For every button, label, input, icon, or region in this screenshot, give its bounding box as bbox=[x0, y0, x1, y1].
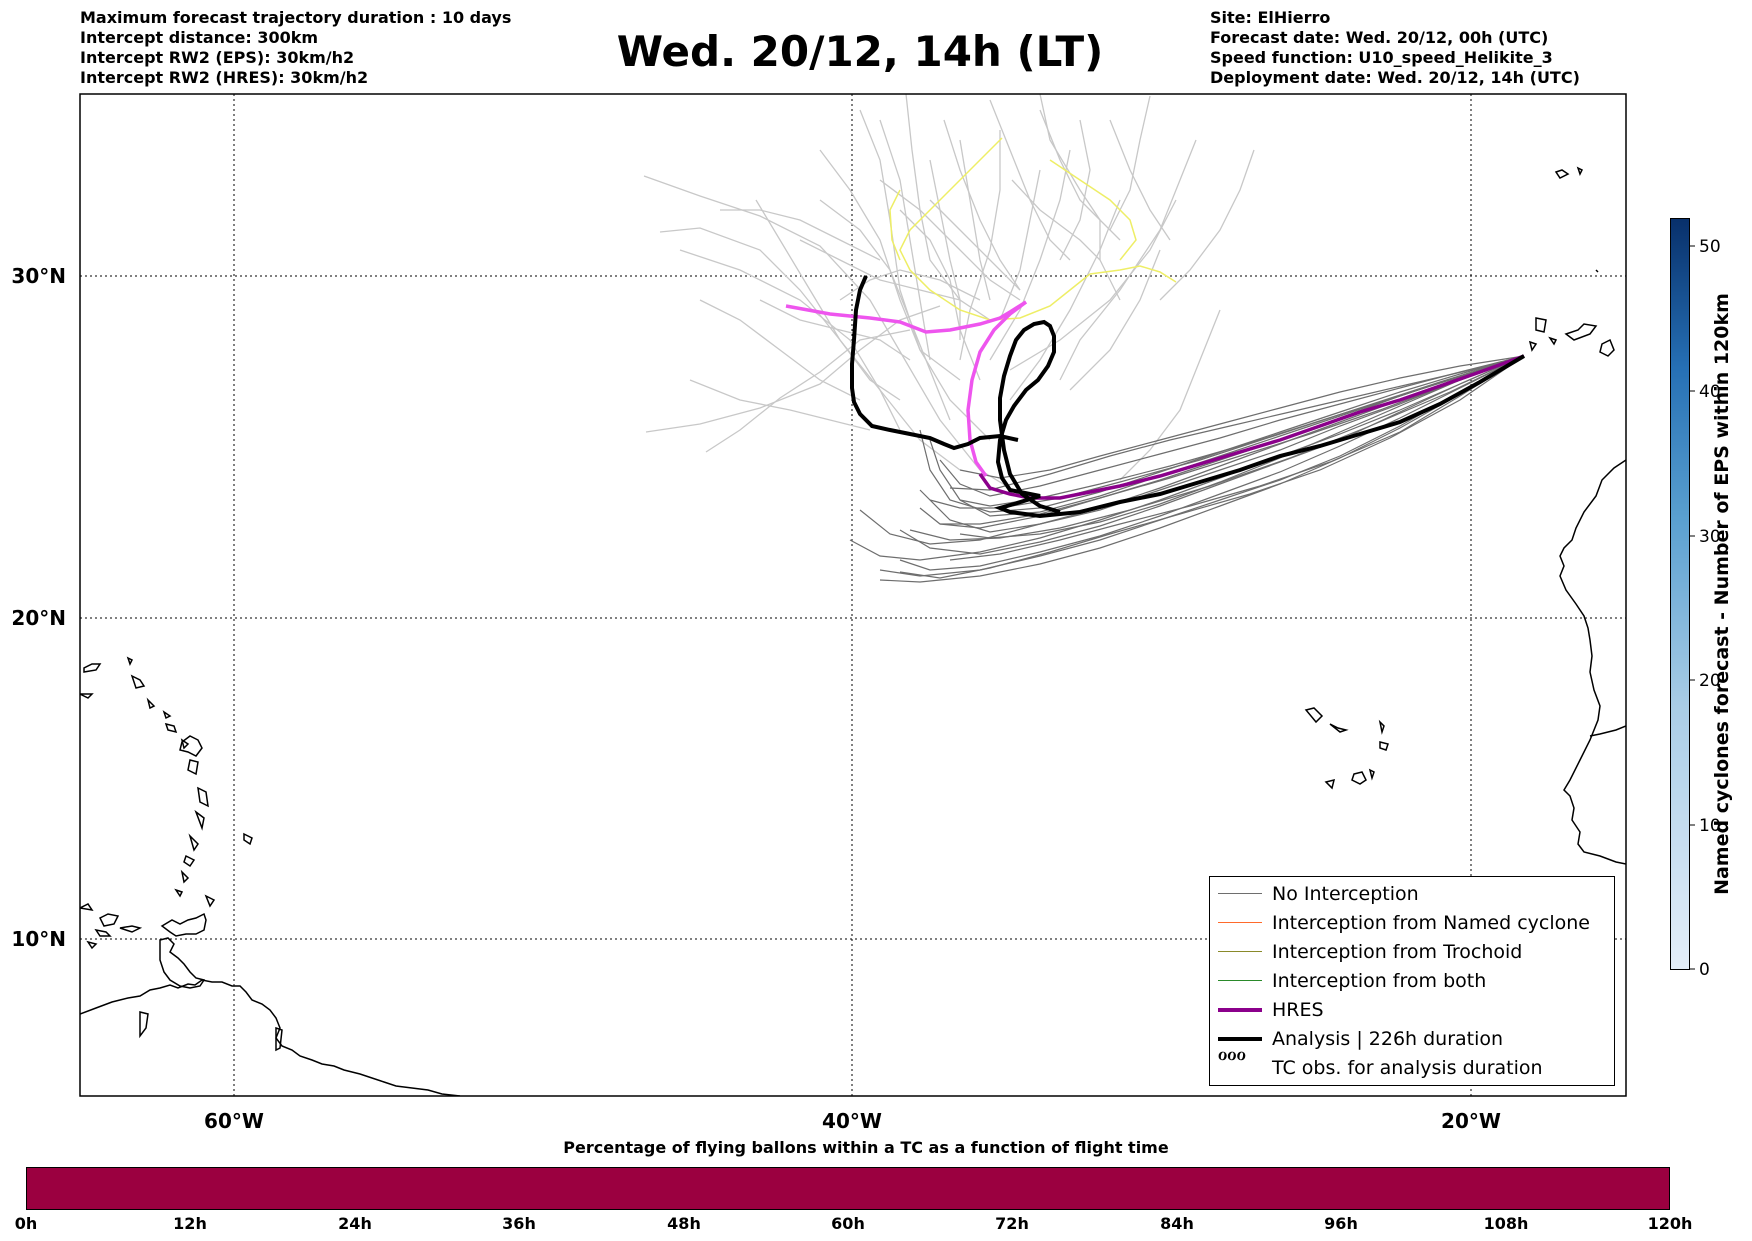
legend-swatch bbox=[1218, 1036, 1262, 1041]
site-text: Site: ElHierro bbox=[1210, 8, 1331, 27]
cbar-bottom-tick-48h: 48h bbox=[667, 1214, 701, 1233]
legend-swatch bbox=[1218, 1007, 1262, 1012]
lon-label-20w: 20°W bbox=[1441, 1109, 1501, 1133]
deployment-date-text: Deployment date: Wed. 20/12, 14h (UTC) bbox=[1210, 68, 1580, 87]
cbar-right-tick-40: 40 bbox=[1699, 382, 1721, 402]
map-legend: No Interception Interception from Named … bbox=[1209, 876, 1615, 1086]
legend-label: No Interception bbox=[1272, 882, 1419, 905]
coastline-africa bbox=[1304, 166, 1626, 865]
colorbar-eps-title: Named cyclones forecast - Number of EPS … bbox=[1711, 293, 1733, 895]
lat-label-20n: 20°N bbox=[11, 606, 66, 630]
cbar-bottom-tick-72h: 72h bbox=[995, 1214, 1029, 1233]
pink-track bbox=[785, 300, 1028, 478]
legend-label: Interception from Named cyclone bbox=[1272, 911, 1590, 934]
cbar-right-tick-50: 50 bbox=[1699, 237, 1721, 257]
cbar-right-tick-30: 30 bbox=[1699, 527, 1721, 547]
max-duration-text: Maximum forecast trajectory duration : 1… bbox=[80, 8, 512, 27]
cbar-bottom-tick-60h: 60h bbox=[831, 1214, 865, 1233]
cbar-bottom-tick-108h: 108h bbox=[1483, 1214, 1529, 1233]
analysis-track bbox=[850, 275, 1526, 519]
legend-swatch bbox=[1218, 980, 1262, 981]
eps-tracks-light bbox=[643, 94, 1255, 501]
page-title: Wed. 20/12, 14h (LT) bbox=[616, 27, 1104, 76]
colorbar-eps-ticks: 0 10 20 30 40 50 bbox=[1690, 237, 1721, 980]
map-frame bbox=[79, 93, 1627, 1097]
cbar-bottom-tick-84h: 84h bbox=[1160, 1214, 1194, 1233]
legend-label: TC obs. for analysis duration bbox=[1272, 1056, 1543, 1079]
cbar-bottom-tick-120h: 120h bbox=[1647, 1214, 1693, 1233]
lat-label-10n: 10°N bbox=[11, 927, 66, 951]
intercept-eps-text: Intercept RW2 (EPS): 30km/h2 bbox=[80, 48, 355, 67]
coastline-caribbean bbox=[80, 656, 461, 1096]
lon-labels: 60°W 40°W 20°W bbox=[204, 1109, 1501, 1133]
intercept-distance-text: Intercept distance: 300km bbox=[80, 28, 319, 47]
legend-swatch bbox=[1218, 922, 1262, 923]
cbar-right-tick-20: 20 bbox=[1699, 671, 1721, 691]
cbar-bottom-tick-96h: 96h bbox=[1324, 1214, 1358, 1233]
tc-obs-icon: ℴℴℴ bbox=[1218, 1041, 1246, 1065]
eps-tracks-no-interception bbox=[849, 355, 1525, 583]
colorbar-flight-title: Percentage of flying ballons within a TC… bbox=[563, 1138, 1169, 1157]
header-right-info: Site: ElHierro Forecast date: Wed. 20/12… bbox=[1210, 8, 1580, 88]
lon-label-60w: 60°W bbox=[204, 1109, 264, 1133]
cbar-bottom-tick-24h: 24h bbox=[338, 1214, 372, 1233]
cbar-bottom-tick-36h: 36h bbox=[502, 1214, 536, 1233]
cbar-bottom-tick-12h: 12h bbox=[173, 1214, 207, 1233]
colorbar-flight-time bbox=[26, 1167, 1670, 1210]
legend-label: Analysis | 226h duration bbox=[1272, 1027, 1504, 1050]
cbar-bottom-tick-0h: 0h bbox=[14, 1214, 38, 1233]
header-left-info: Maximum forecast trajectory duration : 1… bbox=[80, 8, 511, 88]
legend-swatch bbox=[1218, 893, 1262, 894]
forecast-date-text: Forecast date: Wed. 20/12, 00h (UTC) bbox=[1210, 28, 1549, 47]
speed-function-text: Speed function: U10_speed_Helikite_3 bbox=[1210, 48, 1553, 67]
cbar-right-tick-0: 0 bbox=[1699, 960, 1710, 980]
legend-label: Interception from Trochoid bbox=[1272, 940, 1523, 963]
lat-label-30n: 30°N bbox=[11, 264, 66, 288]
legend-swatch bbox=[1218, 951, 1262, 952]
lat-labels: 30°N 20°N 10°N bbox=[11, 264, 66, 951]
lon-label-40w: 40°W bbox=[822, 1109, 882, 1133]
cbar-right-tick-10: 10 bbox=[1699, 816, 1721, 836]
colorbar-eps-count bbox=[1670, 218, 1690, 970]
yellow-track bbox=[889, 137, 1177, 321]
intercept-hres-text: Intercept RW2 (HRES): 30km/h2 bbox=[80, 68, 369, 87]
legend-label: Interception from both bbox=[1272, 969, 1487, 992]
legend-label: HRES bbox=[1272, 998, 1324, 1021]
